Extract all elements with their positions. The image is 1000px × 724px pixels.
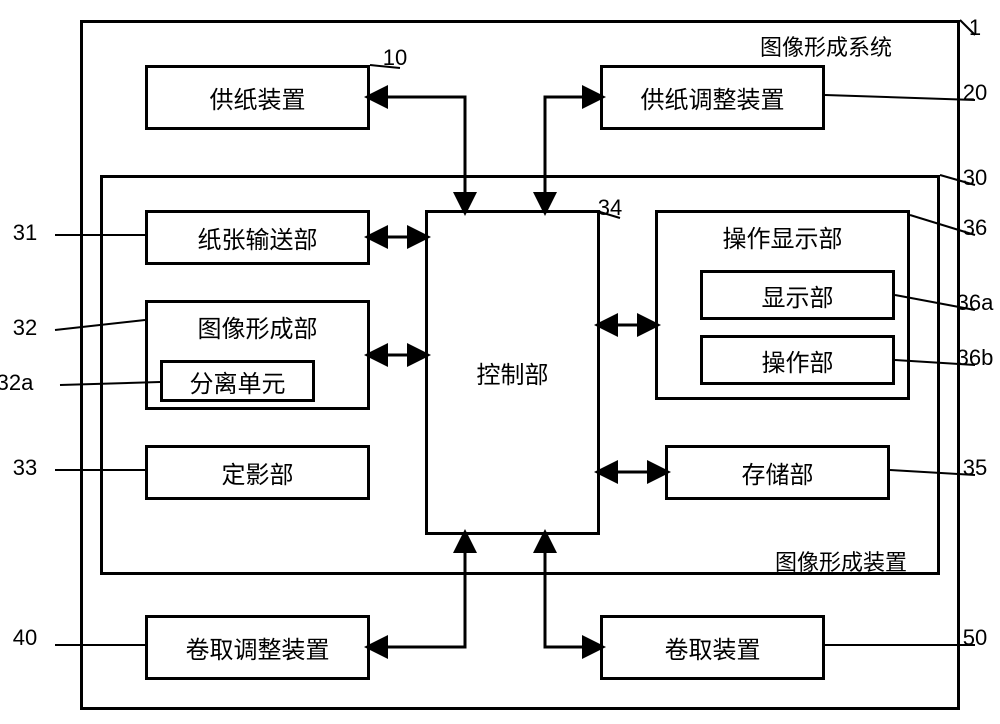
separation-box: 分离单元 xyxy=(160,360,315,402)
control-box: 控制部 xyxy=(425,210,600,535)
display-box: 显示部 xyxy=(700,270,895,320)
separation-label: 分离单元 xyxy=(190,364,286,399)
callout-10: 10 xyxy=(383,45,407,71)
control-label: 控制部 xyxy=(477,355,549,390)
op-display-label: 操作显示部 xyxy=(723,219,843,254)
system-label: 图像形成系统 xyxy=(760,30,892,62)
callout-36a: 36a xyxy=(957,290,994,316)
image-forming-label: 图像形成部 xyxy=(198,309,318,344)
operation-label: 操作部 xyxy=(762,343,834,378)
callout-36b: 36b xyxy=(957,345,994,371)
callout-32a: 32a xyxy=(0,370,33,396)
paper-feed-label: 供纸装置 xyxy=(210,80,306,115)
callout-35: 35 xyxy=(963,455,987,481)
fixing-label: 定影部 xyxy=(222,455,294,490)
callout-31: 31 xyxy=(13,220,37,246)
storage-box: 存储部 xyxy=(665,445,890,500)
wind-adjust-label: 卷取调整装置 xyxy=(186,630,330,665)
wind-label: 卷取装置 xyxy=(665,630,761,665)
wind-adjust-box: 卷取调整装置 xyxy=(145,615,370,680)
storage-label: 存储部 xyxy=(742,455,814,490)
callout-50: 50 xyxy=(963,625,987,651)
wind-box: 卷取装置 xyxy=(600,615,825,680)
callout-34: 34 xyxy=(598,195,622,221)
diagram-canvas: 图像形成系统 图像形成装置 供纸装置 供纸调整装置 纸张输送部 图像形成部 分离… xyxy=(0,0,1000,724)
callout-33: 33 xyxy=(13,455,37,481)
paper-transport-box: 纸张输送部 xyxy=(145,210,370,265)
callout-20: 20 xyxy=(963,80,987,106)
callout-30: 30 xyxy=(963,165,987,191)
fixing-box: 定影部 xyxy=(145,445,370,500)
callout-32: 32 xyxy=(13,315,37,341)
display-label: 显示部 xyxy=(762,278,834,313)
callout-1: 1 xyxy=(969,15,981,41)
feed-adjust-box: 供纸调整装置 xyxy=(600,65,825,130)
device-label: 图像形成装置 xyxy=(775,545,907,577)
paper-transport-label: 纸张输送部 xyxy=(198,220,318,255)
callout-36: 36 xyxy=(963,215,987,241)
callout-40: 40 xyxy=(13,625,37,651)
feed-adjust-label: 供纸调整装置 xyxy=(641,80,785,115)
operation-box: 操作部 xyxy=(700,335,895,385)
paper-feed-box: 供纸装置 xyxy=(145,65,370,130)
